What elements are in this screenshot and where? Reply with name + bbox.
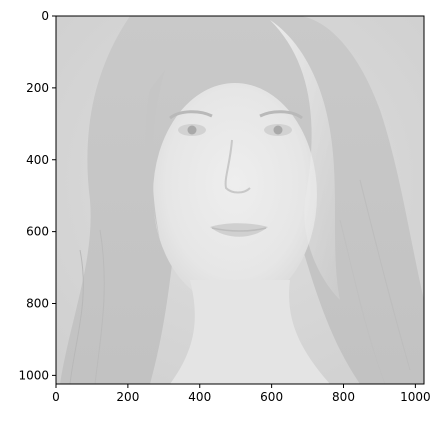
x-tick-label: 200 (116, 390, 139, 404)
x-tick-label: 0 (52, 390, 60, 404)
y-axis-ticks: 0 200 400 600 800 1000 (18, 9, 56, 382)
y-tick-label: 200 (26, 81, 49, 95)
x-tick-label: 800 (332, 390, 355, 404)
x-tick-label: 600 (260, 390, 283, 404)
x-tick-label: 400 (188, 390, 211, 404)
y-tick-label: 1000 (18, 368, 49, 382)
y-tick-label: 400 (26, 153, 49, 167)
portrait-image (56, 16, 424, 384)
x-axis-ticks: 0 200 400 600 800 1000 (52, 384, 431, 404)
x-tick-label: 1000 (400, 390, 431, 404)
y-tick-label: 0 (41, 9, 49, 23)
y-tick-label: 800 (26, 297, 49, 311)
y-tick-label: 600 (26, 225, 49, 239)
axes-frame (55, 15, 425, 385)
